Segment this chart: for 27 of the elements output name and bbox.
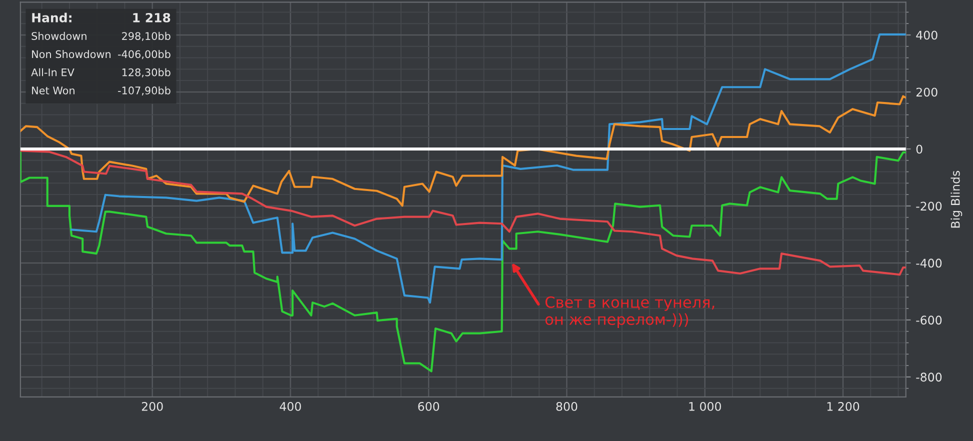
annotation: Showdown — [32, 32, 86, 40]
x-tick-label: 1 000 — [689, 402, 721, 411]
annotation: All-In EV — [31, 68, 74, 76]
y-tick-label: -400 — [916, 258, 942, 268]
x-tick-label: 800 — [556, 402, 578, 411]
annotation: 298,10bb — [122, 32, 170, 42]
x-tick-label: 200 — [142, 402, 163, 411]
y-tick-label: 400 — [916, 30, 938, 40]
line-series — [20, 95, 906, 207]
y-tick-label: 200 — [916, 88, 938, 97]
x-tick-label: 1 200 — [827, 402, 860, 411]
y-axis-title: Big Blinds — [950, 170, 962, 228]
annotation: Свет в конце тунеля, он же перелом-))) — [545, 296, 714, 328]
y-tick-label: -800 — [916, 372, 942, 382]
y-tick-label: -600 — [916, 316, 942, 325]
x-tick-label: 400 — [280, 402, 301, 411]
annotation: -107,90bb — [118, 86, 170, 96]
annotation: -406,00bb — [118, 50, 170, 60]
y-tick-label: -200 — [916, 202, 942, 211]
x-tick-label: 600 — [418, 402, 440, 411]
annotation: Non Showdown — [32, 50, 110, 58]
annotation: 128,30bb — [122, 68, 170, 78]
line-series — [20, 150, 906, 276]
annotation: 1 218 — [133, 12, 170, 22]
annotation: Net Won — [32, 86, 74, 94]
y-tick-label: 0 — [916, 144, 922, 154]
annotation: Hand: — [32, 12, 72, 22]
